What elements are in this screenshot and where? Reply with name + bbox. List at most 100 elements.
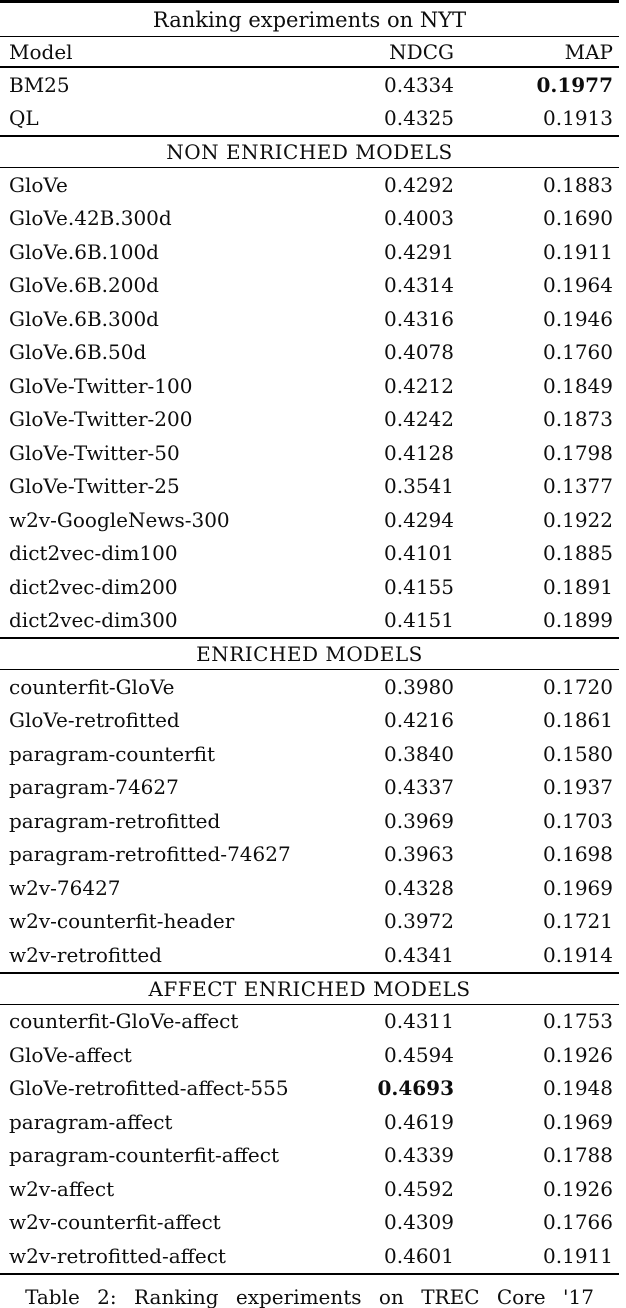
map-cell: 0.1885 <box>543 541 613 566</box>
table-caption: Table 2: Ranking experiments on TREC Cor… <box>25 1284 594 1308</box>
map-cell: 0.1720 <box>543 674 613 699</box>
model-cell: BM25 <box>9 72 70 97</box>
model-cell: counterfit-GloVe-affect <box>9 1009 239 1034</box>
map-cell: 0.1760 <box>543 340 613 365</box>
table-row: paragram-retrofitted 0.3969 0.1703 <box>0 804 619 838</box>
table-row: dict2vec-dim100 0.4101 0.1885 <box>0 537 619 571</box>
table-row: GloVe.6B.100d 0.4291 0.1911 <box>0 235 619 269</box>
model-cell: GloVe-retrofitted <box>9 708 180 733</box>
col-header-map: MAP <box>460 36 619 68</box>
section-heading-row: NON ENRICHED MODELS <box>0 135 619 168</box>
table-row: GloVe.6B.200d 0.4314 0.1964 <box>0 269 619 303</box>
model-cell: GloVe-Twitter-100 <box>9 373 193 398</box>
ndcg-cell: 0.4078 <box>384 340 454 365</box>
table-row: paragram-counterfit-affect 0.4339 0.1788 <box>0 1139 619 1173</box>
table-row: GloVe-Twitter-25 0.3541 0.1377 <box>0 470 619 504</box>
ndcg-cell: 0.4314 <box>384 273 454 298</box>
model-cell: w2v-counterfit-header <box>9 909 235 934</box>
table-row: w2v-retrofitted 0.4341 0.1914 <box>0 938 619 973</box>
table-row: GloVe-Twitter-100 0.4212 0.1849 <box>0 369 619 403</box>
ndcg-cell: 0.4339 <box>384 1143 454 1168</box>
ndcg-cell: 0.4341 <box>384 942 454 967</box>
ndcg-cell: 0.3972 <box>384 909 454 934</box>
ndcg-cell: 0.3840 <box>384 741 454 766</box>
model-cell: paragram-affect <box>9 1109 173 1134</box>
model-cell: paragram-counterfit-affect <box>9 1143 279 1168</box>
ndcg-cell: 0.4003 <box>384 206 454 231</box>
map-cell: 0.1913 <box>543 106 613 131</box>
ndcg-cell: 0.3969 <box>384 808 454 833</box>
map-cell: 0.1798 <box>543 440 613 465</box>
table-row: GloVe-retrofitted 0.4216 0.1861 <box>0 704 619 738</box>
model-cell: w2v-retrofitted-affect <box>9 1243 226 1268</box>
ndcg-cell: 0.4151 <box>384 608 454 633</box>
model-cell: GloVe-Twitter-50 <box>9 440 180 465</box>
section-heading-row: ENRICHED MODELS <box>0 637 619 670</box>
map-cell: 0.1891 <box>543 574 613 599</box>
map-cell: 0.1377 <box>543 474 613 499</box>
table-row: QL 0.4325 0.1913 <box>0 102 619 137</box>
ndcg-cell: 0.4334 <box>384 72 454 97</box>
section-heading: ENRICHED MODELS <box>0 637 619 670</box>
section-heading-row: AFFECT ENRICHED MODELS <box>0 971 619 1005</box>
ndcg-cell: 0.4601 <box>384 1243 454 1268</box>
ndcg-cell: 0.3541 <box>384 474 454 499</box>
ndcg-cell: 0.4155 <box>384 574 454 599</box>
table-row: BM25 0.4334 0.1977 <box>0 67 619 102</box>
model-cell: GloVe-Twitter-200 <box>9 407 193 432</box>
model-cell: dict2vec-dim300 <box>9 608 178 633</box>
ndcg-cell: 0.4292 <box>384 172 454 197</box>
ndcg-cell: 0.4316 <box>384 306 454 331</box>
table-row: paragram-counterfit 0.3840 0.1580 <box>0 737 619 771</box>
map-cell: 0.1788 <box>543 1143 613 1168</box>
map-cell: 0.1946 <box>543 306 613 331</box>
map-cell: 0.1873 <box>543 407 613 432</box>
table-row: counterfit-GloVe-affect 0.4311 0.1753 <box>0 1004 619 1038</box>
table-row: GloVe 0.4292 0.1883 <box>0 168 619 202</box>
table-row: GloVe.6B.50d 0.4078 0.1760 <box>0 336 619 370</box>
table-row: paragram-74627 0.4337 0.1937 <box>0 771 619 805</box>
model-cell: GloVe.6B.100d <box>9 239 159 264</box>
model-cell: GloVe.6B.50d <box>9 340 147 365</box>
model-cell: GloVe.6B.200d <box>9 273 159 298</box>
map-cell: 0.1914 <box>543 942 613 967</box>
map-cell: 0.1580 <box>543 741 613 766</box>
table-row: paragram-retrofitted-74627 0.3963 0.1698 <box>0 838 619 872</box>
model-cell: dict2vec-dim200 <box>9 574 178 599</box>
model-cell: paragram-retrofitted <box>9 808 221 833</box>
ndcg-cell: 0.4242 <box>384 407 454 432</box>
map-cell: 0.1937 <box>543 775 613 800</box>
table-row: dict2vec-dim300 0.4151 0.1899 <box>0 604 619 639</box>
model-cell: GloVe-affect <box>9 1042 132 1067</box>
col-header-model: Model <box>0 36 340 68</box>
table-row: GloVe-affect 0.4594 0.1926 <box>0 1038 619 1072</box>
ndcg-cell: 0.4619 <box>384 1109 454 1134</box>
ndcg-cell: 0.4693 <box>377 1076 454 1101</box>
map-cell: 0.1721 <box>543 909 613 934</box>
map-cell: 0.1703 <box>543 808 613 833</box>
table-row: GloVe-Twitter-50 0.4128 0.1798 <box>0 436 619 470</box>
map-cell: 0.1948 <box>543 1076 613 1101</box>
map-cell: 0.1753 <box>543 1009 613 1034</box>
model-cell: w2v-retrofitted <box>9 942 162 967</box>
col-header-ndcg: NDCG <box>340 36 460 68</box>
map-cell: 0.1969 <box>543 1109 613 1134</box>
model-cell: QL <box>9 106 39 131</box>
map-cell: 0.1922 <box>543 507 613 532</box>
ndcg-cell: 0.4101 <box>384 541 454 566</box>
ndcg-cell: 0.4594 <box>384 1042 454 1067</box>
model-cell: paragram-counterfit <box>9 741 216 766</box>
section-heading: NON ENRICHED MODELS <box>0 135 619 168</box>
ndcg-cell: 0.3980 <box>384 674 454 699</box>
table-row: GloVe.42B.300d 0.4003 0.1690 <box>0 202 619 236</box>
ndcg-cell: 0.4328 <box>384 875 454 900</box>
table-row: w2v-counterfit-affect 0.4309 0.1766 <box>0 1206 619 1240</box>
ndcg-cell: 0.4216 <box>384 708 454 733</box>
model-cell: GloVe <box>9 172 68 197</box>
ndcg-cell: 0.4128 <box>384 440 454 465</box>
map-cell: 0.1698 <box>543 842 613 867</box>
table-title: Ranking experiments on NYT <box>0 1 619 37</box>
model-cell: paragram-74627 <box>9 775 179 800</box>
model-cell: w2v-76427 <box>9 875 121 900</box>
